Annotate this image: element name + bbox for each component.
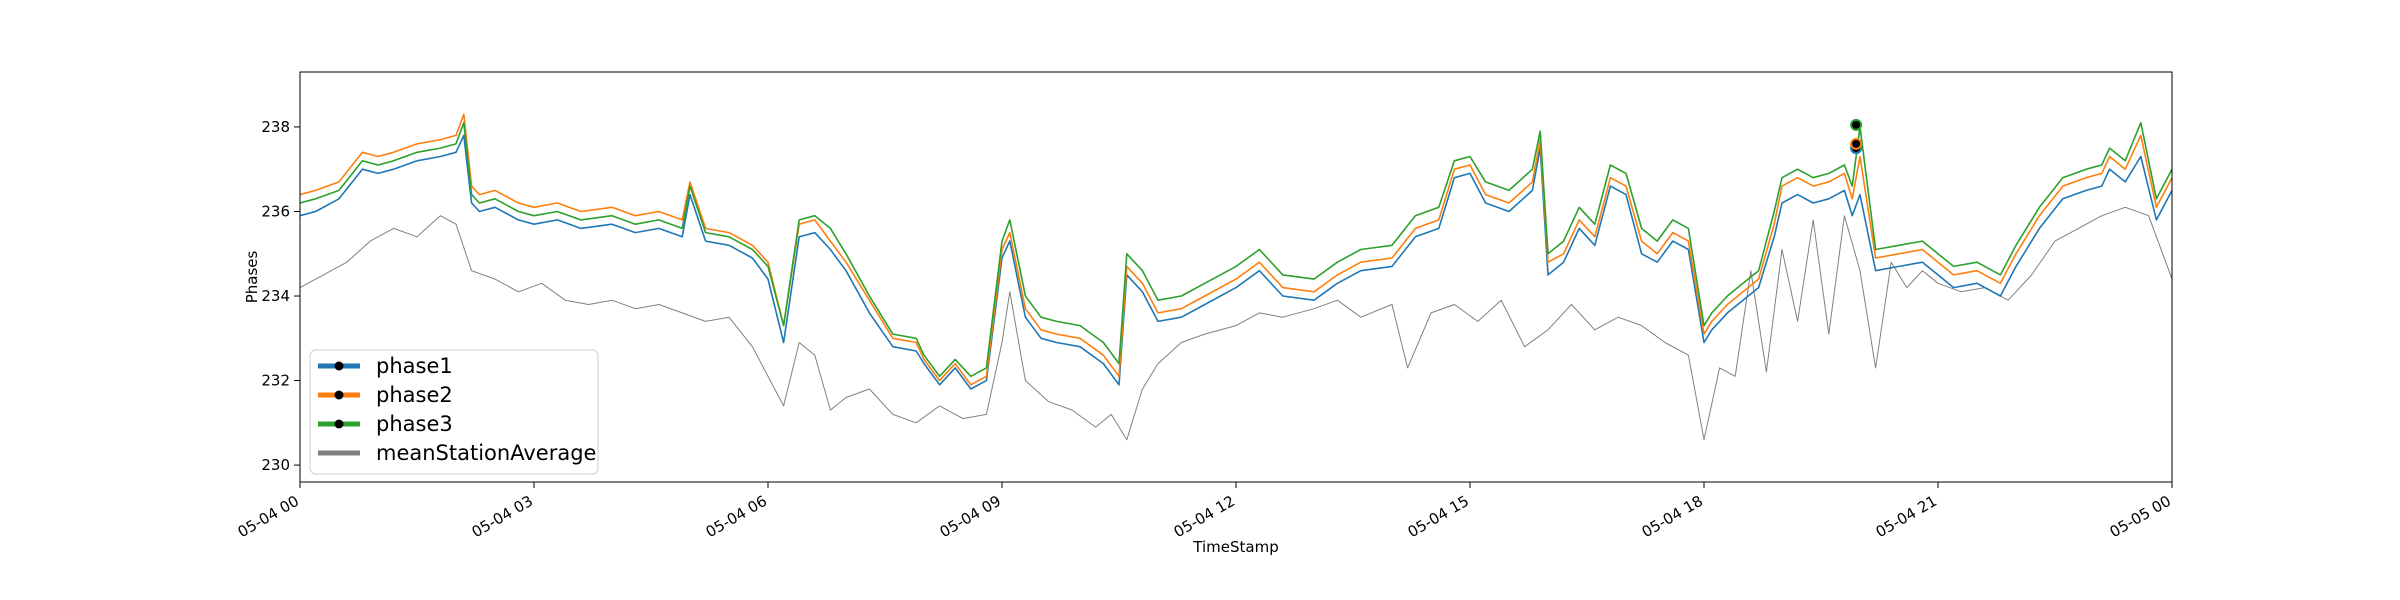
legend-marker-phase1 [334, 361, 344, 371]
series-line-phase1 [299, 134, 2173, 390]
legend-label-phase1: phase1 [376, 354, 453, 378]
series-line-meanStationAverage [299, 206, 2173, 441]
marker-layer [1850, 118, 1863, 155]
series-line-phase3 [299, 121, 2173, 378]
y-tick-label: 234 [261, 287, 290, 305]
legend: phase1 phase2 phase3 meanStationAverage [309, 349, 599, 475]
legend-label-phase3: phase3 [376, 412, 453, 436]
legend-label-phase2: phase2 [376, 383, 453, 407]
marker-phase2 [1850, 137, 1863, 150]
y-axis: 230 232 234 236 238 [261, 118, 300, 474]
x-axis-label: TimeStamp [1192, 538, 1278, 556]
y-axis-label: Phases [243, 251, 261, 304]
legend-marker-phase2 [334, 390, 344, 400]
marker-phase3 [1850, 118, 1863, 131]
legend-box [309, 349, 599, 475]
y-tick-label: 236 [261, 202, 290, 220]
series-line-phase2 [299, 113, 2173, 386]
y-tick-label: 232 [261, 372, 290, 390]
y-tick-label: 238 [261, 118, 290, 136]
series-layer [299, 113, 2173, 441]
legend-label-meanStationAverage: meanStationAverage [376, 441, 596, 465]
legend-marker-phase3 [334, 419, 344, 429]
y-tick-label: 230 [261, 456, 290, 474]
